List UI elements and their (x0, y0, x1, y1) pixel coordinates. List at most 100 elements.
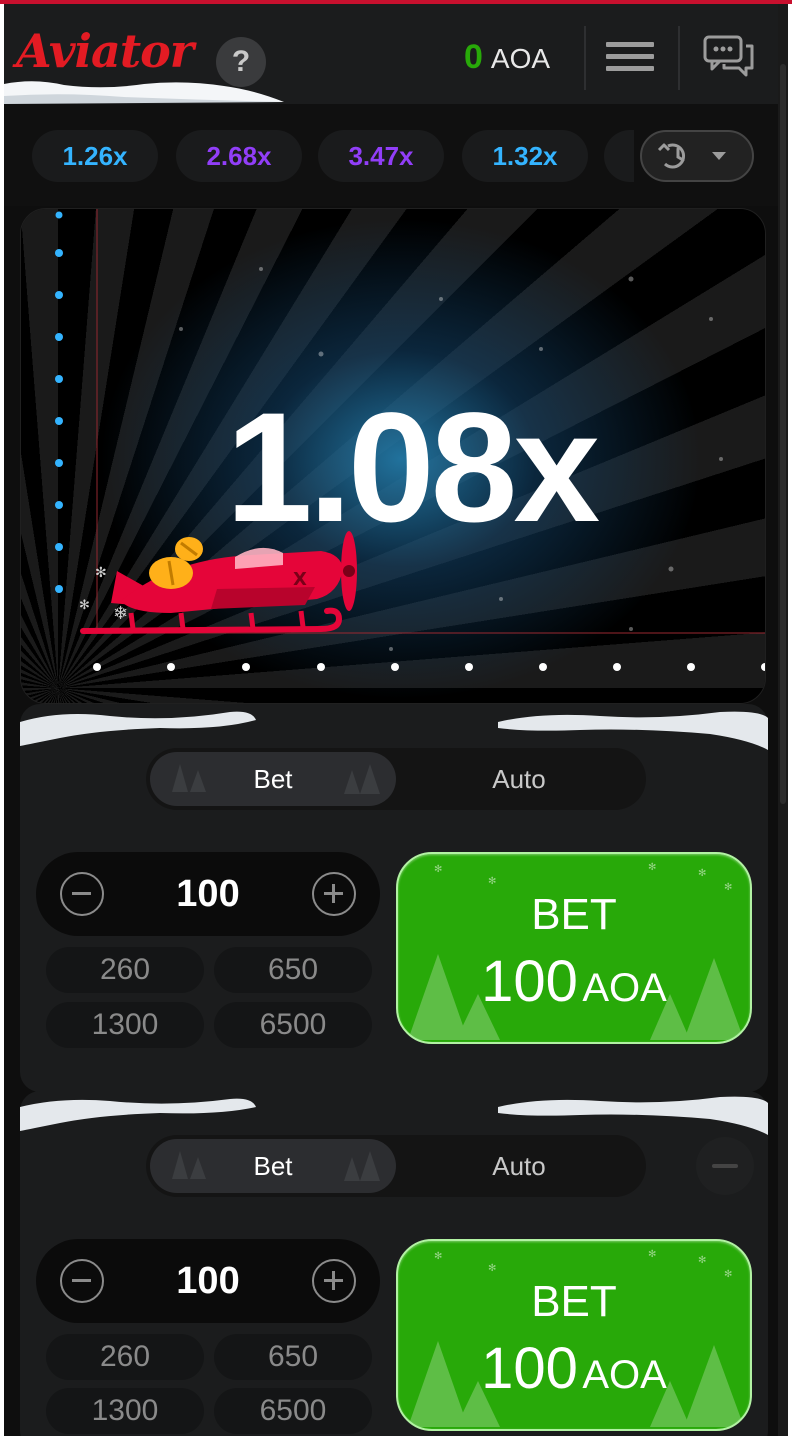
minus-icon[interactable] (60, 1259, 104, 1303)
tab-bet-label: Bet (253, 764, 293, 794)
game-canvas: ✻ ✻ ❄ X (20, 208, 766, 704)
tree-icon (344, 1151, 380, 1181)
bet-button-amount: 100 AOA (398, 1335, 750, 1402)
bet-amount-value: 100 (481, 1336, 578, 1401)
quick-amount-button[interactable]: 1300 (46, 1002, 204, 1048)
bet-amount-currency: AOA (582, 966, 667, 1010)
tab-bet-label: Bet (253, 1151, 293, 1181)
hamburger-icon-bar (606, 54, 654, 59)
history-value: 1.32x (492, 141, 558, 171)
bet-panel: Bet Auto 100 260 650 1300 6500 ✻ ✻ ✻ ✻ ✻ (20, 704, 768, 1092)
caret-down-icon (712, 152, 726, 160)
multiplier-history: 1.26x 2.68x 3.47x 1.32x (4, 104, 778, 206)
svg-text:✻: ✻ (488, 1263, 496, 1274)
minus-icon[interactable] (60, 872, 104, 916)
history-item[interactable]: 1.32x (462, 130, 588, 182)
tree-icon (172, 1151, 206, 1179)
bet-button[interactable]: ✻ ✻ ✻ ✻ ✻ BET 100 AOA (396, 852, 752, 1044)
menu-button[interactable] (606, 42, 654, 76)
bet-button-label: BET (531, 890, 617, 939)
header: Aviator ? 0 AOA (4, 4, 778, 104)
quick-amount-button[interactable]: 260 (46, 1334, 204, 1380)
hamburger-icon-bar (606, 66, 654, 71)
plane-icon: X (80, 531, 357, 634)
tab-bet[interactable]: Bet (150, 1139, 396, 1193)
history-value: 1.26x (62, 141, 128, 171)
bet-button-label: BET (531, 1277, 617, 1326)
center-glow (21, 209, 765, 703)
hamburger-icon (606, 42, 654, 47)
bet-auto-switcher: Bet Auto (146, 1135, 646, 1197)
aviator-app: Aviator ? 0 AOA 1.26x 2.68x 3.47x 1.32x (4, 4, 778, 1436)
tree-icon (172, 764, 206, 792)
snow-decoration (4, 81, 284, 104)
bet-auto-switcher: Bet Auto (146, 748, 646, 810)
tree-icon (344, 764, 380, 794)
aviator-logo: Aviator (16, 24, 194, 78)
history-item[interactable]: 2.68x (176, 130, 302, 182)
stake-stepper: 100 (36, 852, 380, 936)
quick-amount-button[interactable]: 260 (46, 947, 204, 993)
balance-value: 0 (464, 38, 483, 76)
tree-icon: ✻ ✻ ✻ ✻ ✻ (408, 1249, 744, 1427)
bet-button[interactable]: ✻ ✻ ✻ ✻ ✻ BET 100 AOA (396, 1239, 752, 1431)
svg-text:✻: ✻ (648, 862, 656, 873)
history-value: 3.47x (348, 141, 414, 171)
scrollbar-thumb[interactable] (780, 64, 786, 804)
history-item[interactable]: 1.26x (32, 130, 158, 182)
y-axis-dots (55, 211, 63, 593)
snow-decoration (20, 711, 768, 750)
quick-amount-button[interactable]: 6500 (214, 1002, 372, 1048)
plus-icon[interactable] (312, 1259, 356, 1303)
game-overlay: ✻ ✻ ❄ X (55, 209, 765, 671)
help-button[interactable]: ? (216, 37, 266, 87)
svg-text:✻: ✻ (488, 876, 496, 887)
stake-stepper: 100 (36, 1239, 380, 1323)
top-accent-line (0, 0, 792, 4)
balance: 0 AOA (464, 38, 550, 78)
current-multiplier: 1.08x (225, 381, 600, 555)
x-axis-dots (93, 663, 765, 671)
remove-panel-button[interactable] (696, 1137, 754, 1195)
history-value: 2.68x (206, 141, 272, 171)
svg-text:✻: ✻ (648, 1249, 656, 1260)
svg-text:✻: ✻ (95, 565, 107, 581)
tab-auto-label: Auto (492, 1151, 546, 1181)
svg-text:✻: ✻ (698, 868, 706, 879)
svg-text:X: X (293, 569, 307, 590)
stake-value[interactable]: 100 (176, 1260, 240, 1302)
quick-amount-button[interactable]: 6500 (214, 1388, 372, 1434)
stake-value[interactable]: 100 (176, 873, 240, 915)
header-divider (678, 26, 680, 90)
tab-auto[interactable]: Auto (396, 1139, 642, 1193)
svg-text:✻: ✻ (724, 1269, 732, 1280)
tab-auto[interactable]: Auto (396, 752, 642, 806)
history-icon (657, 143, 726, 169)
quick-amount-button[interactable]: 1300 (46, 1388, 204, 1434)
svg-text:✻: ✻ (698, 1255, 706, 1266)
bet-button-amount: 100 AOA (398, 948, 750, 1015)
header-divider (584, 26, 586, 90)
svg-text:✻: ✻ (434, 864, 442, 875)
history-item-partial (604, 130, 634, 182)
tab-bet[interactable]: Bet (150, 752, 396, 806)
snow-decoration (20, 1096, 768, 1135)
tab-auto-label: Auto (492, 764, 546, 794)
plus-icon[interactable] (312, 872, 356, 916)
quick-amount-button[interactable]: 650 (214, 947, 372, 993)
question-icon: ? (231, 45, 251, 78)
history-toggle-button[interactable] (640, 130, 754, 182)
chat-icon[interactable] (702, 34, 756, 78)
bet-amount-value: 100 (481, 949, 578, 1014)
svg-text:✻: ✻ (434, 1251, 442, 1262)
quick-amount-button[interactable]: 650 (214, 1334, 372, 1380)
svg-text:✻: ✻ (724, 882, 732, 893)
history-item[interactable]: 3.47x (318, 130, 444, 182)
bet-amount-currency: AOA (582, 1353, 667, 1397)
tree-icon: ✻ ✻ ✻ ✻ ✻ (408, 862, 744, 1040)
balance-currency: AOA (490, 43, 551, 74)
bet-panel: Bet Auto 100 260 650 1300 6500 ✻ ✻ ✻ ✻ ✻ (20, 1091, 768, 1436)
svg-text:❄: ❄ (113, 603, 128, 624)
page-scrollbar[interactable] (778, 4, 788, 1436)
minus-icon (712, 1164, 738, 1168)
